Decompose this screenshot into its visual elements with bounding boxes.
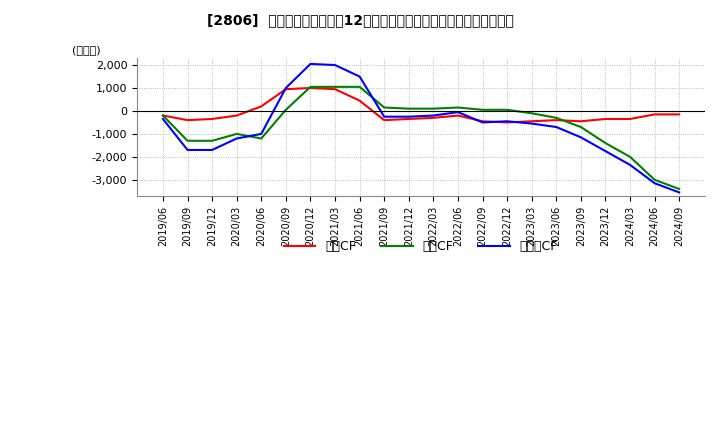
- フリーCF: [380, 114, 389, 119]
- 投資CF: [429, 106, 438, 111]
- 営業CF: [233, 113, 241, 118]
- 投資CF: [208, 138, 217, 143]
- 営業CF: [478, 119, 487, 124]
- Text: (百万円): (百万円): [72, 45, 100, 55]
- 営業CF: [429, 115, 438, 121]
- 営業CF: [380, 117, 389, 123]
- Legend: 営業CF, 投資CF, フリーCF: 営業CF, 投資CF, フリーCF: [279, 235, 563, 258]
- フリーCF: [601, 148, 610, 154]
- 営業CF: [158, 113, 167, 118]
- フリーCF: [183, 147, 192, 153]
- Line: フリーCF: フリーCF: [163, 64, 679, 192]
- 投資CF: [306, 84, 315, 89]
- 投資CF: [282, 107, 290, 113]
- Line: 営業CF: 営業CF: [163, 88, 679, 122]
- 営業CF: [330, 87, 339, 92]
- Line: 投資CF: 投資CF: [163, 87, 679, 189]
- 投資CF: [330, 84, 339, 89]
- 投資CF: [577, 125, 585, 130]
- フリーCF: [233, 136, 241, 141]
- 投資CF: [503, 107, 511, 113]
- 投資CF: [257, 136, 266, 141]
- フリーCF: [158, 116, 167, 121]
- 営業CF: [601, 116, 610, 121]
- フリーCF: [355, 74, 364, 79]
- 営業CF: [183, 117, 192, 123]
- フリーCF: [650, 180, 659, 186]
- 営業CF: [552, 117, 561, 123]
- Text: [2806]  キャッシュフローの12か月移動合計の対前年同期増減額の推移: [2806] キャッシュフローの12か月移動合計の対前年同期増減額の推移: [207, 13, 513, 27]
- 投資CF: [650, 177, 659, 183]
- 投資CF: [675, 186, 683, 191]
- 投資CF: [478, 107, 487, 113]
- フリーCF: [577, 135, 585, 140]
- 営業CF: [577, 119, 585, 124]
- フリーCF: [675, 190, 683, 195]
- 営業CF: [503, 120, 511, 125]
- 営業CF: [355, 98, 364, 103]
- フリーCF: [208, 147, 217, 153]
- フリーCF: [503, 119, 511, 124]
- 営業CF: [257, 104, 266, 109]
- 営業CF: [626, 116, 634, 121]
- 営業CF: [405, 116, 413, 121]
- 投資CF: [158, 113, 167, 118]
- フリーCF: [552, 125, 561, 130]
- 営業CF: [650, 112, 659, 117]
- フリーCF: [454, 110, 462, 115]
- フリーCF: [282, 85, 290, 91]
- 投資CF: [183, 138, 192, 143]
- 営業CF: [208, 116, 217, 121]
- 営業CF: [527, 119, 536, 124]
- 営業CF: [282, 87, 290, 92]
- フリーCF: [405, 114, 413, 119]
- 投資CF: [527, 110, 536, 116]
- 投資CF: [552, 115, 561, 121]
- フリーCF: [478, 120, 487, 125]
- 営業CF: [454, 113, 462, 118]
- 投資CF: [454, 105, 462, 110]
- 投資CF: [626, 154, 634, 159]
- 投資CF: [355, 84, 364, 89]
- 投資CF: [380, 105, 389, 110]
- 投資CF: [405, 106, 413, 111]
- フリーCF: [330, 62, 339, 68]
- フリーCF: [527, 121, 536, 126]
- フリーCF: [429, 113, 438, 118]
- フリーCF: [257, 131, 266, 136]
- フリーCF: [306, 61, 315, 66]
- 営業CF: [675, 112, 683, 117]
- 投資CF: [233, 131, 241, 136]
- フリーCF: [626, 162, 634, 168]
- 営業CF: [306, 85, 315, 91]
- 投資CF: [601, 140, 610, 146]
